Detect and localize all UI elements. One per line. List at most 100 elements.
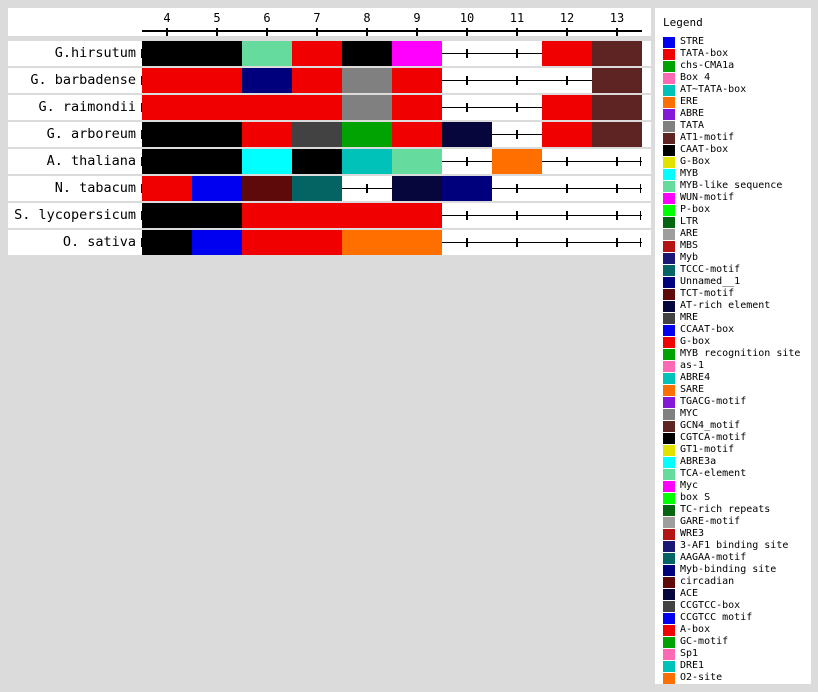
legend-item-label: MBS (680, 240, 699, 251)
motif-block (242, 68, 292, 93)
legend-item-label: AAGAA-motif (680, 552, 747, 563)
row-label: G.hirsutum (54, 45, 136, 61)
legend-item-label: AT1-motif (680, 132, 735, 143)
motif-block (392, 68, 442, 93)
legend-item-label: Sp1 (680, 648, 699, 659)
legend-item-label: Myb-binding site (680, 564, 777, 575)
legend-item-label: Box 4 (680, 72, 711, 83)
legend-color-swatch (663, 324, 675, 336)
motif-block (442, 176, 492, 201)
legend-color-swatch (663, 84, 675, 96)
legend-color-swatch (663, 144, 675, 156)
legend-item-label: GT1-motif (680, 444, 735, 455)
legend-item: P-box (663, 204, 811, 216)
row-label: O. sativa (62, 234, 136, 250)
legend-item: 3-AF1 binding site (663, 540, 811, 552)
motif-block (242, 41, 292, 66)
backbone-tick (466, 238, 468, 247)
backbone-tick (566, 211, 568, 220)
legend-color-swatch (663, 156, 675, 168)
legend-item-label: O2-site (680, 672, 723, 683)
axis-tick (416, 28, 418, 36)
motif-block (242, 176, 292, 201)
legend-item-label: TC-rich repeats (680, 504, 771, 515)
motif-block (342, 68, 392, 93)
legend-color-swatch (663, 396, 675, 408)
legend-item: TGACG-motif (663, 396, 811, 408)
backbone-tick (616, 184, 618, 193)
legend-color-swatch (663, 408, 675, 420)
legend-item: WRE3 (663, 528, 811, 540)
backbone-tick (466, 49, 468, 58)
motif-block (142, 95, 342, 120)
row-label: G. barbadense (30, 72, 136, 88)
legend-item-label: chs-CMA1a (680, 60, 735, 71)
legend-item: AT-rich element (663, 300, 811, 312)
legend-item: Myb-binding site (663, 564, 811, 576)
legend-color-swatch (663, 612, 675, 624)
legend-color-swatch (663, 96, 675, 108)
backbone-tick (566, 76, 568, 85)
legend-item-label: 3-AF1 binding site (680, 540, 789, 551)
legend-item: CCGTCC-box (663, 600, 811, 612)
motif-block (342, 95, 392, 120)
legend-item: STRE (663, 36, 811, 48)
legend-color-swatch (663, 240, 675, 252)
motif-block (592, 95, 642, 120)
axis-tick-label: 7 (313, 11, 321, 25)
legend-color-swatch (663, 120, 675, 132)
motif-block (292, 122, 342, 147)
motif-block (242, 122, 292, 147)
axis-tick (316, 28, 318, 36)
legend-item-label: MRE (680, 312, 699, 323)
legend-item-label: as-1 (680, 360, 705, 371)
legend-color-swatch (663, 192, 675, 204)
legend-item: MYB recognition site (663, 348, 811, 360)
backbone-tick (466, 76, 468, 85)
legend-item: CCAAT-box (663, 324, 811, 336)
legend-item-label: ERE (680, 96, 699, 107)
legend-color-swatch (663, 384, 675, 396)
legend-color-swatch (663, 504, 675, 516)
axis-tick (166, 28, 168, 36)
legend-color-swatch (663, 648, 675, 660)
legend-color-swatch (663, 372, 675, 384)
axis-tick-label: 4 (163, 11, 171, 25)
legend-item: GT1-motif (663, 444, 811, 456)
axis-tick-label: 6 (263, 11, 271, 25)
legend-color-swatch (663, 456, 675, 468)
axis-tick (466, 28, 468, 36)
backbone-tick (616, 238, 618, 247)
legend-color-swatch (663, 444, 675, 456)
legend-item: TATA (663, 120, 811, 132)
axis-tick (216, 28, 218, 36)
legend-color-swatch (663, 336, 675, 348)
motif-block (392, 95, 442, 120)
legend-color-swatch (663, 564, 675, 576)
legend-item-label: CCGTCC motif (680, 612, 753, 623)
legend-color-swatch (663, 132, 675, 144)
legend-item-label: Myb (680, 252, 699, 263)
legend-item: Sp1 (663, 648, 811, 660)
legend-color-swatch (663, 264, 675, 276)
legend-item: MYC (663, 408, 811, 420)
legend-color-swatch (663, 168, 675, 180)
legend-item: CCGTCC motif (663, 612, 811, 624)
axis-tick-label: 9 (413, 11, 421, 25)
legend-color-swatch (663, 360, 675, 372)
motif-block (442, 122, 492, 147)
row-label: A. thaliana (46, 153, 136, 169)
motif-block (392, 122, 442, 147)
legend-item: Myc (663, 480, 811, 492)
backbone-tick (616, 211, 618, 220)
species-row: A. thaliana (8, 149, 651, 174)
motif-block (342, 122, 392, 147)
motif-block (242, 230, 342, 255)
legend-item: A-box (663, 624, 811, 636)
legend-item: G-Box (663, 156, 811, 168)
motif-block (192, 230, 242, 255)
backbone-tick (466, 157, 468, 166)
legend-item: LTR (663, 216, 811, 228)
legend-color-swatch (663, 480, 675, 492)
legend-color-swatch (663, 300, 675, 312)
